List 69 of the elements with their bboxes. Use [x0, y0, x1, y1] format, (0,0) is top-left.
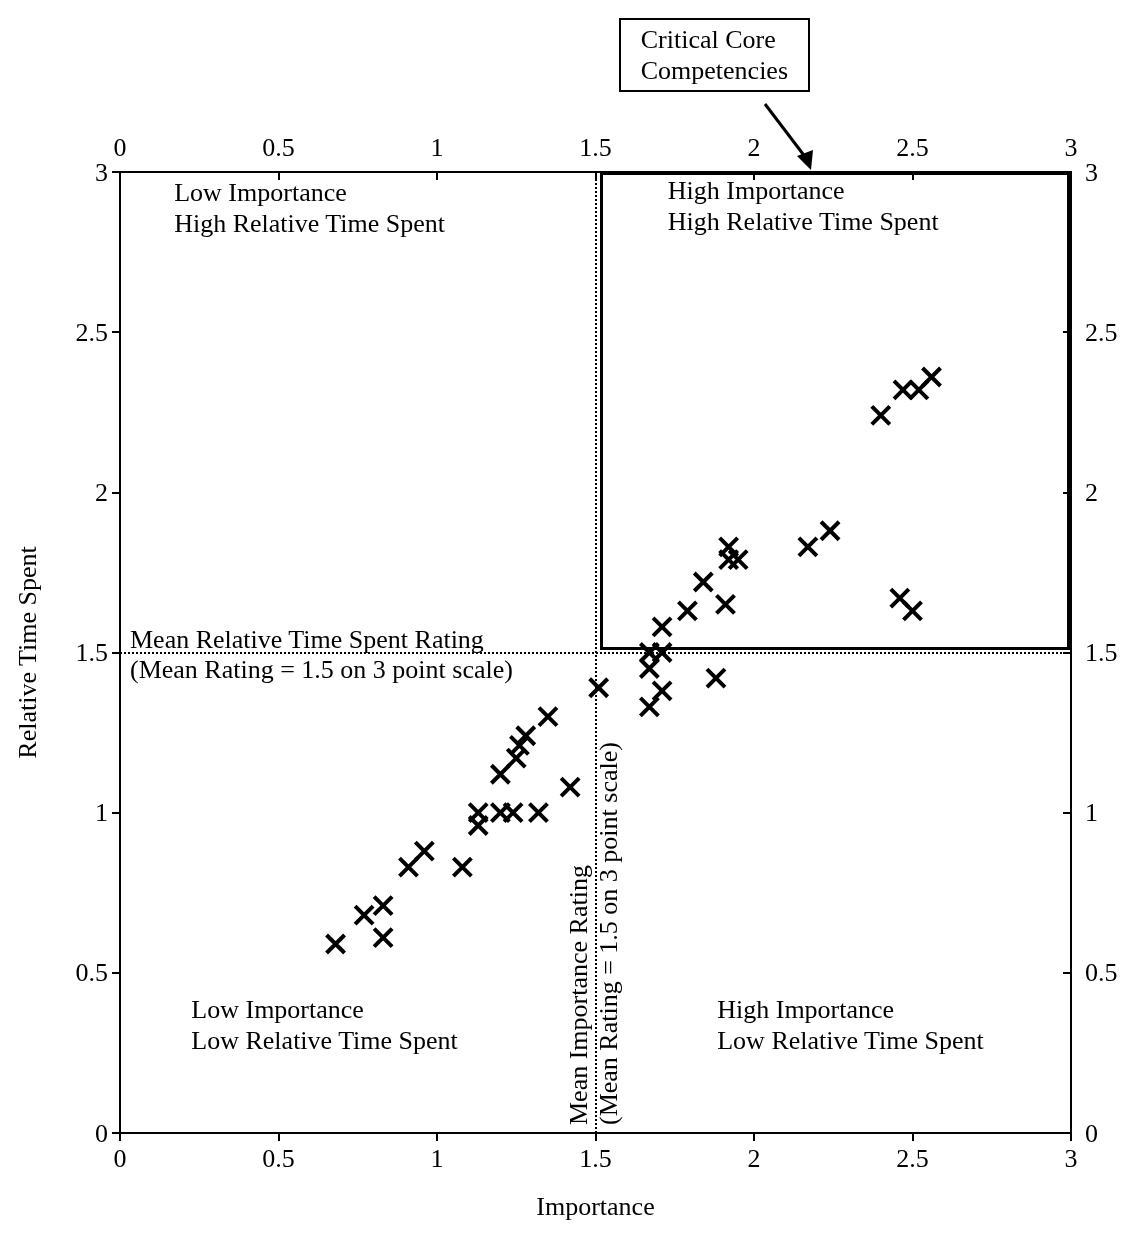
point: [372, 926, 395, 949]
point: [527, 801, 550, 824]
x2-tick-label: 2.5: [896, 132, 929, 162]
point: [907, 378, 930, 401]
point: [508, 734, 531, 757]
y2-tick-label: 2.5: [1085, 317, 1118, 347]
x-tick-label: 2.5: [896, 1143, 929, 1173]
x-tick-label: 2: [747, 1143, 761, 1173]
ref-line-label: Mean Relative Time Spent Rating (Mean Rating = 1.5 on 3 point scale): [130, 625, 513, 684]
y2-tick-label: 0.5: [1085, 958, 1118, 988]
y2-tick-label: 1: [1085, 798, 1098, 828]
point: [372, 894, 395, 917]
callout-box: Critical Core Competencies: [618, 18, 810, 92]
y-tick-label: 1: [95, 798, 108, 828]
point: [819, 519, 842, 542]
point: [920, 366, 943, 389]
y2-tick-label: 1.5: [1085, 638, 1118, 667]
point: [651, 615, 674, 638]
point: [505, 747, 528, 770]
point: [559, 776, 582, 799]
point: [651, 641, 674, 664]
point: [536, 705, 559, 728]
y2-tick-label: 3: [1085, 157, 1098, 187]
y-axis-title: Relative Time Spent: [12, 545, 42, 759]
point: [451, 856, 474, 879]
y2-tick-label: 0: [1085, 1118, 1098, 1148]
point: [413, 840, 436, 863]
point: [692, 571, 715, 594]
point: [397, 856, 420, 879]
point: [869, 404, 892, 427]
y2-tick-label: 2: [1085, 477, 1098, 507]
x-tick-label: 0.5: [262, 1143, 295, 1173]
point: [502, 801, 525, 824]
point: [651, 679, 674, 702]
x2-tick-label: 0.5: [262, 132, 295, 162]
point: [796, 535, 819, 558]
annotation: Low Importance Low Relative Time Spent: [191, 995, 459, 1056]
point: [353, 904, 376, 927]
y-tick-label: 2: [95, 477, 108, 507]
x2-tick-label: 1.5: [579, 132, 612, 162]
point: [514, 724, 537, 747]
x2-tick-label: 2: [747, 132, 761, 162]
y-tick-label: 1.5: [75, 638, 108, 667]
annotation: High Importance High Relative Time Spent: [667, 176, 940, 237]
x-tick-label: 1.5: [579, 1143, 612, 1173]
y-tick-label: 0: [95, 1118, 108, 1148]
point: [489, 801, 512, 824]
point: [714, 593, 737, 616]
point: [324, 933, 347, 955]
point: [901, 599, 924, 622]
point: [638, 695, 661, 718]
point: [888, 587, 911, 610]
x-axis-title: Importance: [536, 1191, 655, 1221]
point: [587, 676, 610, 699]
point: [727, 548, 750, 571]
y-tick-label: 3: [95, 157, 108, 187]
point: [489, 763, 512, 786]
point: [704, 667, 727, 690]
annotation: Low Importance High Relative Time Spent: [174, 178, 446, 239]
point: [676, 599, 699, 622]
point: [891, 378, 914, 401]
y-tick-label: 0.5: [75, 958, 108, 988]
x-tick-label: 1: [430, 1143, 444, 1173]
ref-line-label: Mean Importance Rating (Mean Rating = 1.5 on 3 point scale): [564, 742, 623, 1125]
x2-tick-label: 1: [430, 132, 444, 162]
x-tick-label: 3: [1064, 1143, 1078, 1173]
annotation: High Importance Low Relative Time Spent: [717, 995, 985, 1056]
y-tick-label: 2.5: [75, 317, 108, 347]
x2-tick-label: 3: [1064, 132, 1078, 162]
